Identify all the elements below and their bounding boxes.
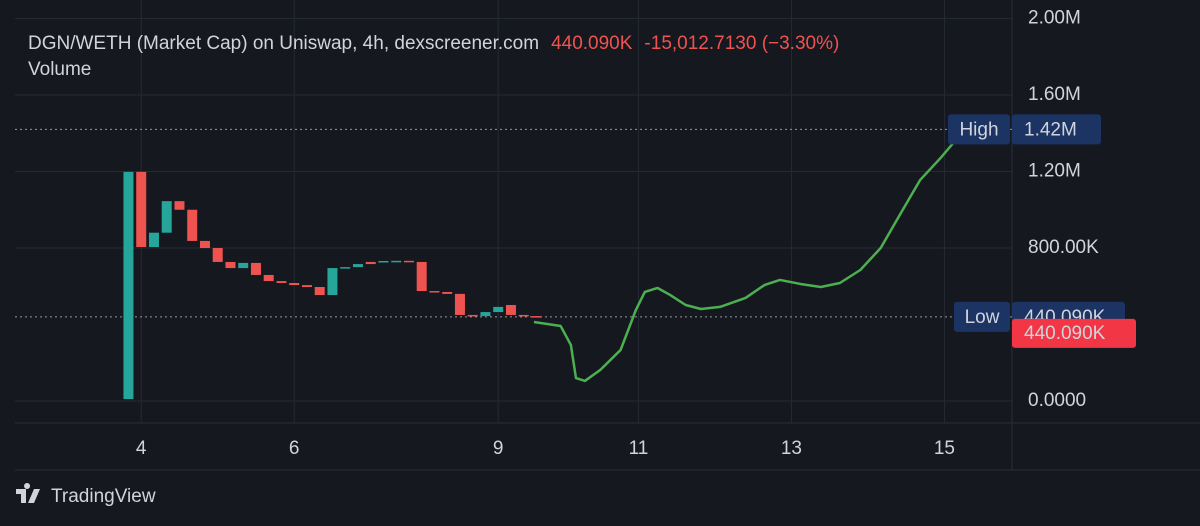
- y-tick-label: 2.00M: [1028, 8, 1081, 29]
- candle-body: [327, 268, 338, 296]
- candle-body: [531, 316, 542, 318]
- y-tick-label: 0.0000: [1028, 390, 1086, 411]
- candle-body: [442, 291, 453, 294]
- candle-body: [187, 209, 198, 241]
- last-price-box: [1012, 318, 1136, 348]
- price: 440.090K: [551, 33, 633, 54]
- candle-body: [276, 281, 287, 284]
- chart-title: DGN/WETH (Market Cap) on Uniswap, 4h, de…: [28, 33, 539, 54]
- candle-body: [250, 262, 261, 275]
- last-price-label: 440.090K: [1024, 323, 1106, 344]
- candle-body: [505, 304, 516, 315]
- x-tick-label: 11: [629, 438, 649, 459]
- candle-body: [161, 201, 172, 233]
- plot: 0.0000 800.00K 1.20M 1.60M 2.00M 4 6 9 11 13 15: [15, 0, 1099, 459]
- candle-body: [340, 267, 351, 269]
- candle-body: [454, 293, 465, 315]
- candle-body: [174, 201, 185, 210]
- candle-body: [467, 314, 478, 317]
- candle-body: [365, 261, 376, 265]
- candle-body: [263, 274, 274, 282]
- low-name: Low: [965, 307, 1000, 328]
- candle-body: [148, 232, 159, 248]
- candle-body: [480, 312, 491, 317]
- candle-body: [429, 291, 440, 293]
- x-tick-label: 15: [934, 438, 955, 459]
- x-tick-label: 6: [289, 438, 300, 459]
- candle-body: [212, 248, 223, 262]
- change: -15,012.7130 (−3.30%): [644, 33, 839, 54]
- candle-body: [416, 261, 427, 292]
- candle-body: [123, 171, 134, 400]
- candle-body: [378, 261, 389, 263]
- candle-body: [238, 262, 249, 269]
- high-value-label: 1.42M: [1024, 119, 1077, 140]
- x-tick-label: 9: [493, 438, 504, 459]
- candle-body: [314, 287, 325, 296]
- candle-body: [301, 285, 312, 288]
- high-value-box: [1012, 114, 1101, 145]
- candle-body: [391, 260, 402, 263]
- x-tick-label: 13: [781, 438, 802, 459]
- drawing-line: [533, 139, 957, 383]
- candle-body: [289, 283, 300, 286]
- candle-body: [493, 306, 504, 313]
- y-tick-label: 800.00K: [1028, 237, 1099, 258]
- high-name: High: [959, 119, 998, 140]
- high-name-box: [948, 114, 1010, 145]
- y-tick-label: 1.20M: [1028, 161, 1081, 182]
- brand: TradingView: [51, 486, 156, 507]
- x-tick-label: 4: [136, 438, 147, 459]
- low-name-box: [954, 301, 1010, 332]
- candle-body: [136, 171, 147, 248]
- candle-body: [225, 261, 236, 269]
- candle-body: [403, 260, 414, 263]
- indicator-label: Volume: [28, 59, 91, 80]
- y-tick-label: 1.60M: [1028, 84, 1081, 105]
- candle-body: [352, 264, 363, 268]
- candle-body: [518, 314, 529, 317]
- logo: [16, 483, 40, 503]
- candle-body: [199, 240, 210, 249]
